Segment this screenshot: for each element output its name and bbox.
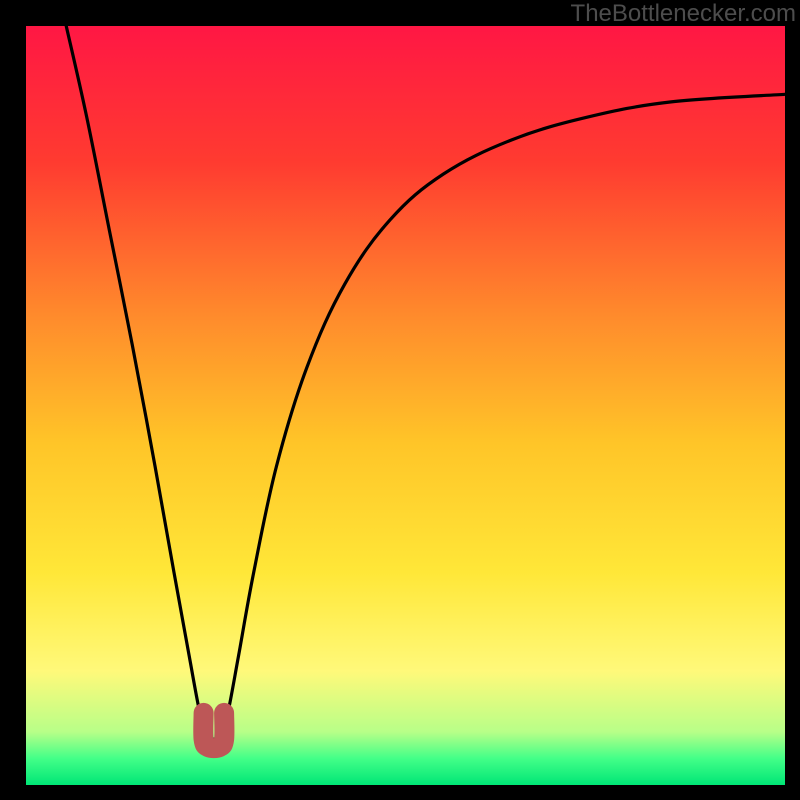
bottleneck-curve <box>66 26 785 739</box>
watermark-text: TheBottlenecker.com <box>571 0 796 28</box>
chart-svg <box>26 26 785 785</box>
u-marker <box>203 713 224 748</box>
outer-frame <box>0 0 800 800</box>
plot-area <box>26 26 785 785</box>
